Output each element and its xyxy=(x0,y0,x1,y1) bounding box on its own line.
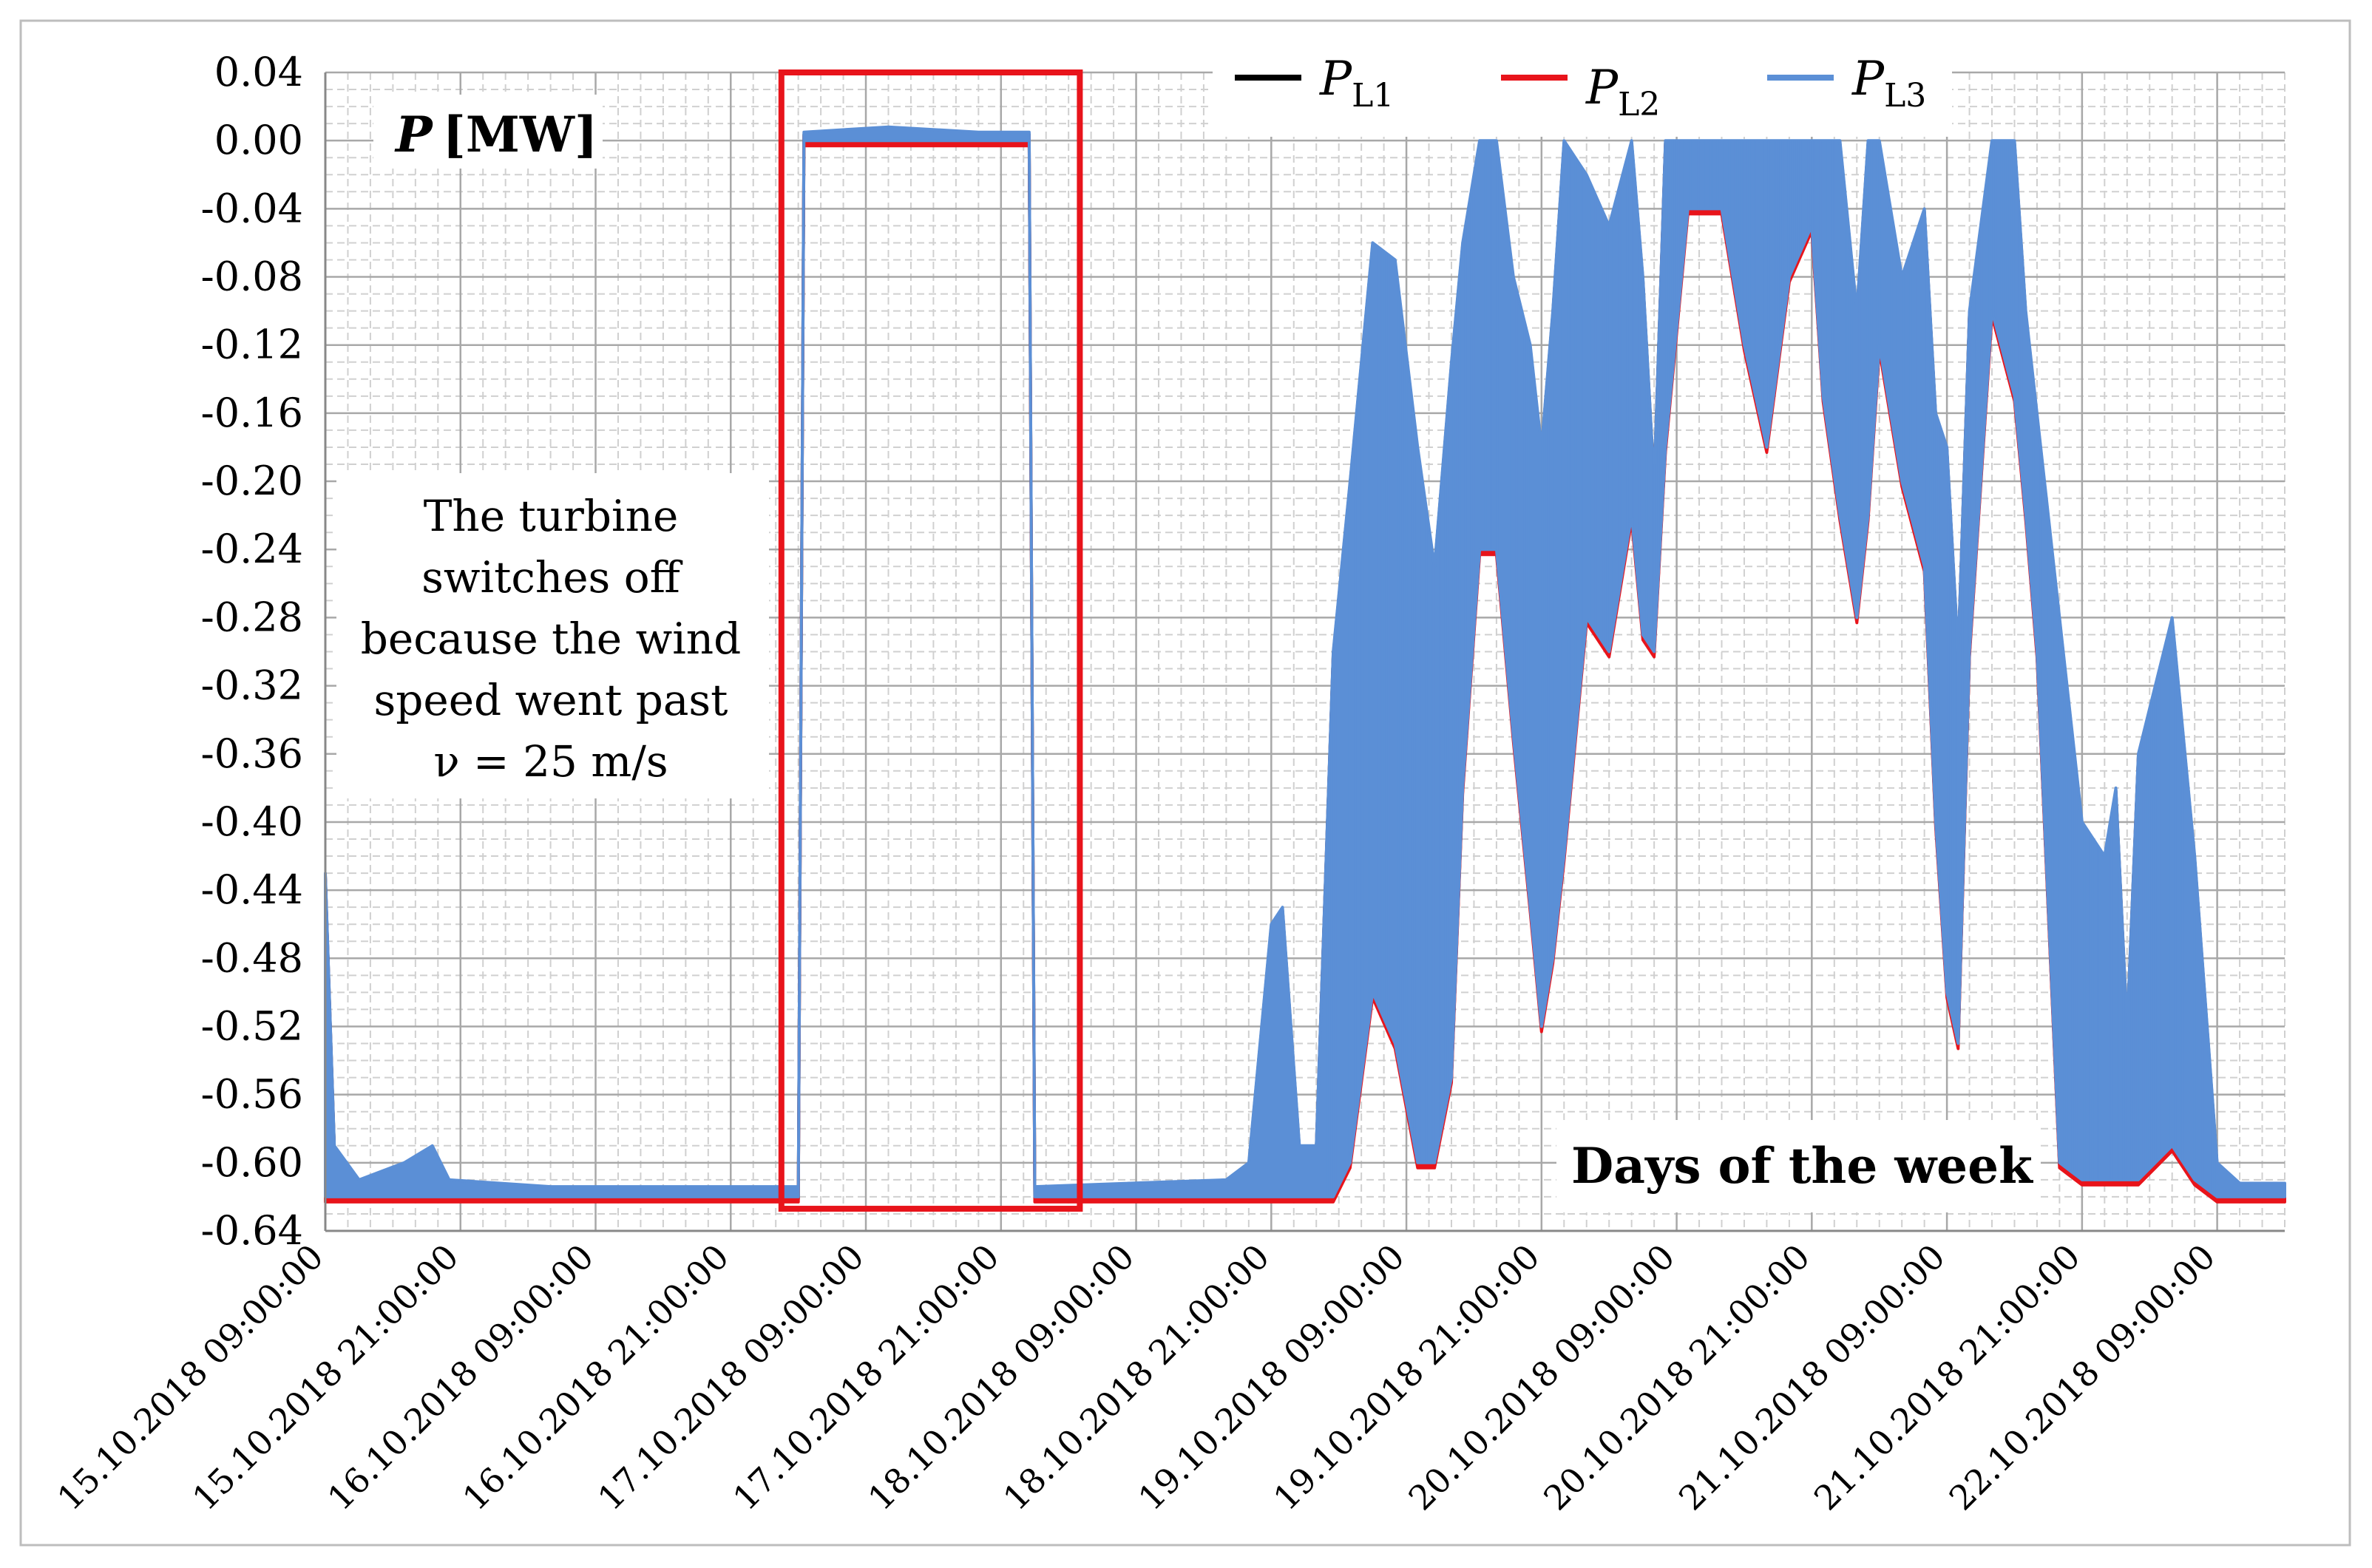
y-axis-label: P [MW] xyxy=(373,95,603,169)
y-tick-label: -0.40 xyxy=(201,798,303,845)
y-tick-label: 0.00 xyxy=(214,117,303,163)
annotation-line-1: The turbine xyxy=(424,491,679,541)
annotation-line-5: ν = 25 m/s xyxy=(433,736,668,787)
y-tick-label: -0.08 xyxy=(201,254,303,300)
series-layer xyxy=(324,125,2286,1204)
y-tick-label: -0.28 xyxy=(201,594,303,640)
annotation-bg xyxy=(336,473,769,798)
y-tick-label: -0.12 xyxy=(201,322,303,368)
legend-label-pl1: PL1 xyxy=(1319,52,1394,115)
annotation-line-4: speed went past xyxy=(374,675,728,725)
y-axis-label-unit: [MW] xyxy=(443,106,598,163)
y-tick-label: -0.24 xyxy=(201,526,303,572)
legend-label-pl2-main: P xyxy=(1585,61,1619,115)
y-tick-label: -0.16 xyxy=(201,390,303,436)
y-tick-label: -0.48 xyxy=(201,934,303,981)
legend-label-pl2-sub: L2 xyxy=(1618,86,1660,123)
y-tick-label: -0.20 xyxy=(201,458,303,504)
y-tick-label: -0.64 xyxy=(201,1207,303,1254)
legend-label-pl1-sub: L1 xyxy=(1352,77,1394,115)
y-tick-label: -0.44 xyxy=(201,866,303,913)
y-axis-label-text: P [MW] xyxy=(394,106,597,163)
y-tick-label: -0.56 xyxy=(201,1071,303,1118)
legend-label-pl3-main: P xyxy=(1851,52,1885,106)
y-axis-label-symbol: P xyxy=(394,106,434,163)
y-tick-label: 0.04 xyxy=(214,49,303,95)
y-tick-label: -0.04 xyxy=(201,185,303,231)
x-axis-title-text: Days of the week xyxy=(1571,1137,2033,1195)
legend-label-pl3: PL3 xyxy=(1851,52,1926,115)
highlight-box-layer xyxy=(778,69,1083,1212)
annotation-line-2: switches off xyxy=(421,552,683,603)
legend-label-pl2: PL2 xyxy=(1585,61,1660,123)
y-tick-label: -0.60 xyxy=(201,1139,303,1186)
x-axis-title: Days of the week xyxy=(1556,1120,2041,1212)
annotation-note: The turbine switches off because the win… xyxy=(336,473,769,798)
legend-label-pl1-main: P xyxy=(1319,52,1352,106)
highlight-box xyxy=(778,69,1083,1212)
y-tick-label: -0.52 xyxy=(201,1002,303,1049)
legend-label-pl3-sub: L3 xyxy=(1884,77,1926,115)
y-axis-label-bg xyxy=(373,95,603,169)
legend-bg xyxy=(1213,48,1952,137)
y-tick-label: -0.32 xyxy=(201,662,303,709)
y-tick-label: -0.36 xyxy=(201,730,303,777)
annotation-line-3: because the wind xyxy=(361,614,742,664)
x-axis-title-bg xyxy=(1556,1120,2041,1212)
legend: PL1 PL2 PL3 xyxy=(1213,48,1952,137)
